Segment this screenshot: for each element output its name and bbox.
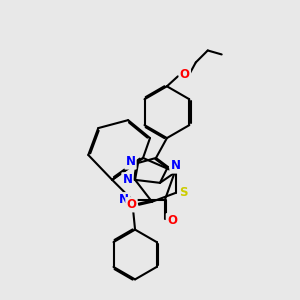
Text: N: N — [125, 155, 136, 168]
Text: N: N — [170, 159, 181, 172]
Text: O: O — [180, 68, 190, 81]
Text: N: N — [122, 173, 133, 186]
Text: O: O — [127, 198, 136, 211]
Text: O: O — [167, 214, 177, 227]
Text: S: S — [179, 186, 188, 199]
Text: N: N — [119, 193, 129, 206]
